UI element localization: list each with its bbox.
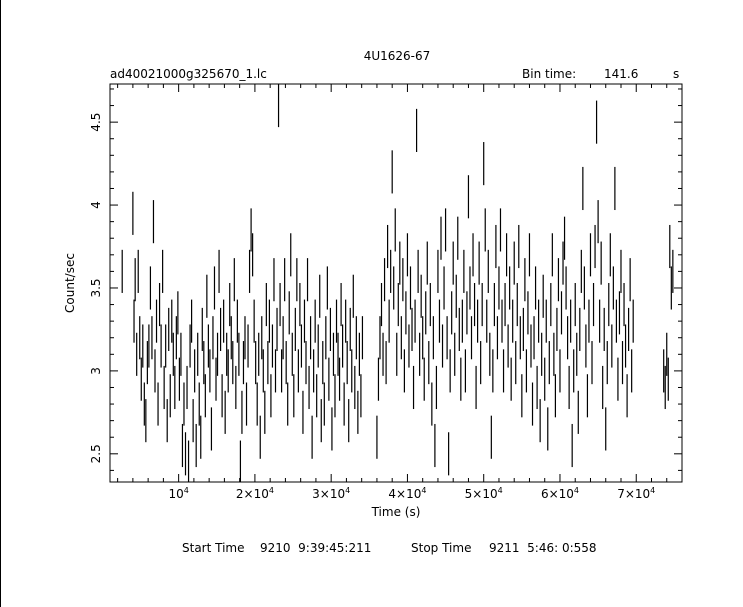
y-tick-label: 4.5 <box>89 113 103 132</box>
y-axis-label: Count/sec <box>63 253 77 313</box>
y-tick-label: 4 <box>89 201 103 209</box>
window-left-border <box>0 0 1 607</box>
y-tick-label: 3 <box>89 367 103 375</box>
x-axis-tick-labels: 104 2×104 3×104 4×104 5×104 6×104 7×104 <box>168 486 655 501</box>
y-tick-label: 2.5 <box>89 444 103 463</box>
bin-time-value: 141.6 <box>604 67 638 81</box>
x-tick-label: 3×104 <box>312 486 350 501</box>
chart-title: 4U1626-67 <box>364 49 431 63</box>
x-tick-label: 5×104 <box>465 486 503 501</box>
start-time-value: 9210 9:39:45:211 <box>260 541 372 555</box>
x-tick-label: 104 <box>168 486 188 501</box>
y-tick-label: 3.5 <box>89 278 103 297</box>
y-axis-tick-labels: 2.5 3 3.5 4 4.5 <box>89 113 103 464</box>
x-axis-label: Time (s) <box>371 505 421 519</box>
plot-frame <box>109 83 683 483</box>
x-tick-label: 6×104 <box>541 486 579 501</box>
start-time-label: Start Time <box>182 541 245 555</box>
x-tick-label: 4×104 <box>388 486 426 501</box>
file-label: ad40021000g325670_1.lc <box>110 67 267 81</box>
x-tick-label: 2×104 <box>236 486 274 501</box>
bin-time-unit: s <box>673 67 679 81</box>
stop-time-label: Stop Time <box>411 541 472 555</box>
x-axis-ticks <box>117 84 683 482</box>
stop-time-value: 9211 5:46: 0:558 <box>489 541 597 555</box>
y-axis-ticks <box>110 88 682 471</box>
data-series <box>121 84 674 482</box>
x-tick-label: 7×104 <box>617 486 655 501</box>
bin-time-label: Bin time: <box>522 67 576 81</box>
